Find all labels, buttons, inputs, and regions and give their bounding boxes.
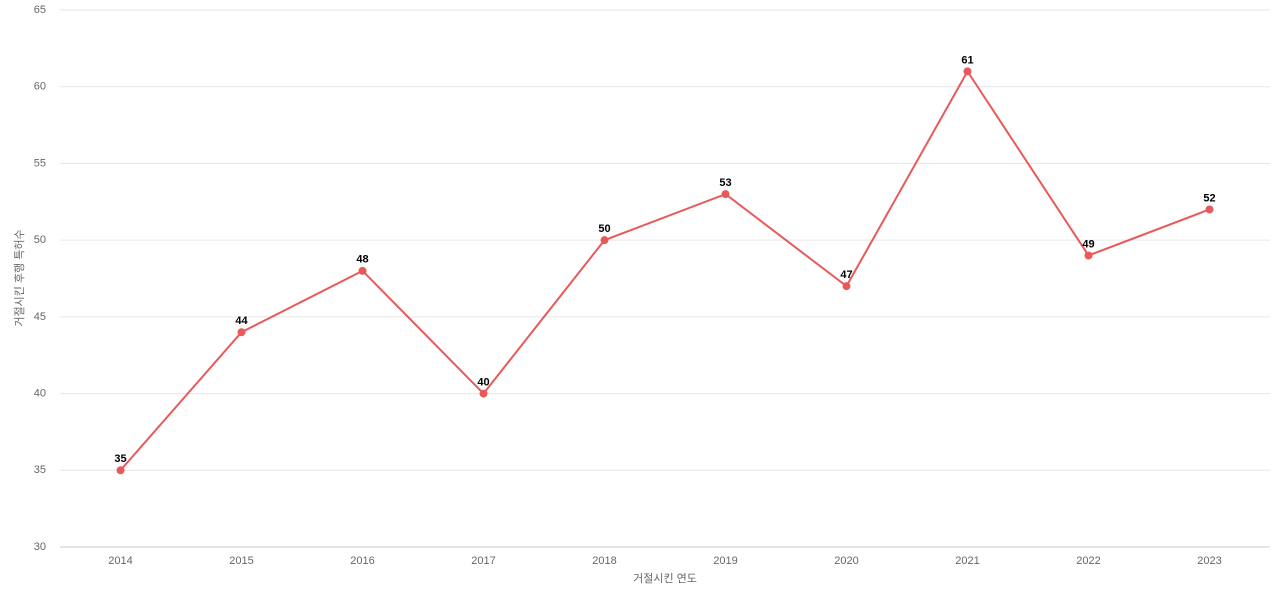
y-axis-title: 거절시킨 후행 특허수 xyxy=(13,229,26,326)
y-tick-label: 55 xyxy=(34,157,46,169)
y-tick-label: 40 xyxy=(34,387,46,399)
point xyxy=(1084,251,1093,260)
x-tick-label: 2019 xyxy=(713,555,737,567)
x-tick-label: 2021 xyxy=(955,555,979,567)
value-label: 48 xyxy=(356,254,368,266)
value-label: 61 xyxy=(961,54,973,66)
point xyxy=(600,236,609,245)
x-tick-label: 2022 xyxy=(1076,555,1100,567)
value-label: 47 xyxy=(840,269,852,281)
y-tick-label: 50 xyxy=(34,234,46,246)
value-label: 49 xyxy=(1082,238,1094,250)
x-axis-title: 거절시킨 연도 xyxy=(633,572,697,585)
y-tick-label: 30 xyxy=(34,541,46,553)
x-tick-label: 2023 xyxy=(1197,555,1221,567)
x-tick-label: 2020 xyxy=(834,555,858,567)
value-label: 40 xyxy=(477,376,489,388)
point xyxy=(963,67,972,76)
point xyxy=(1205,205,1214,214)
value-label: 52 xyxy=(1203,192,1215,204)
y-tick-label: 45 xyxy=(34,311,46,323)
point xyxy=(479,389,488,398)
point xyxy=(116,466,125,475)
point xyxy=(237,328,246,337)
value-label: 44 xyxy=(235,315,248,327)
y-tick-label: 65 xyxy=(34,4,46,16)
x-tick-label: 2016 xyxy=(350,555,374,567)
x-tick-label: 2018 xyxy=(592,555,616,567)
value-label: 50 xyxy=(598,223,610,235)
x-tick-label: 2015 xyxy=(229,555,253,567)
point xyxy=(358,266,367,275)
point xyxy=(721,190,730,199)
x-tick-label: 2014 xyxy=(108,555,132,567)
value-label: 53 xyxy=(719,177,731,189)
x-tick-label: 2017 xyxy=(471,555,495,567)
line xyxy=(119,69,1210,471)
value-label: 35 xyxy=(114,453,126,465)
y-tick-label: 35 xyxy=(34,464,46,476)
point xyxy=(842,282,851,291)
y-tick-label: 60 xyxy=(34,81,46,93)
